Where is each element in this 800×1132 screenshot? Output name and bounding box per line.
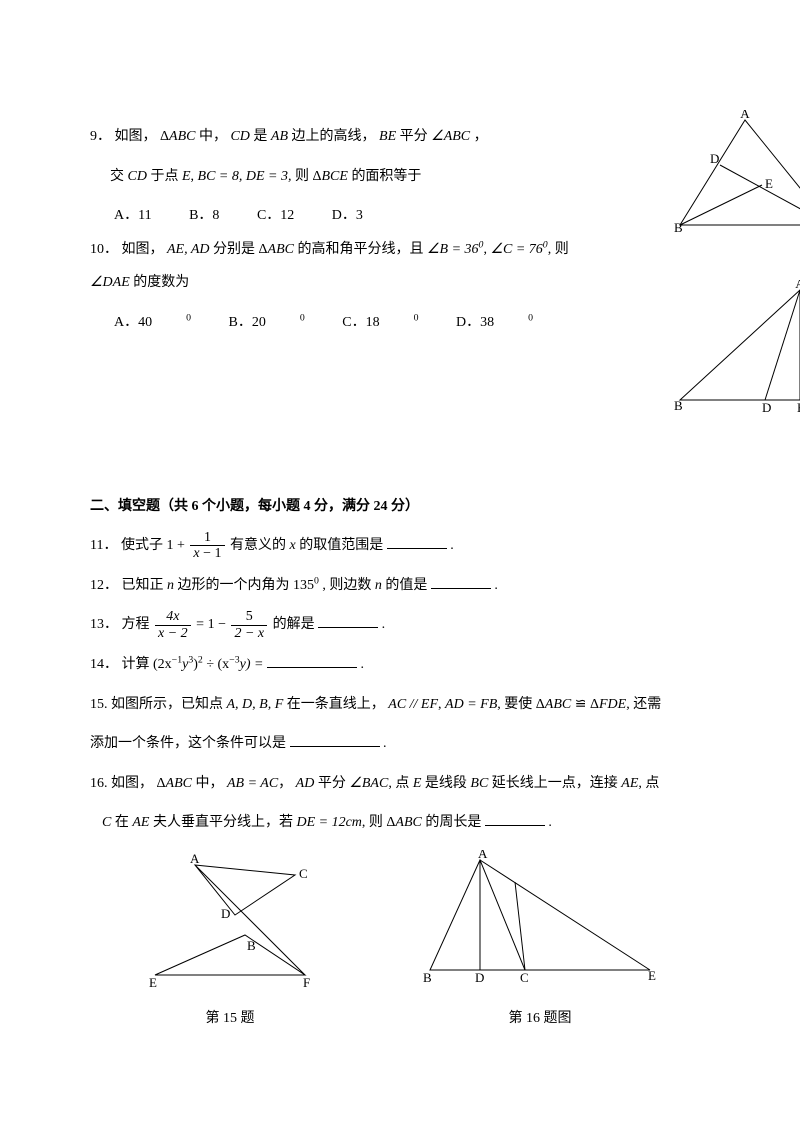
question-14: 14． 计算 (2x−1y3)2 ÷ (x−3y) = . [90, 648, 710, 682]
svg-text:D: D [762, 400, 771, 415]
question-9: 9． 如图， ΔABC 中， CD 是 AB 边上的高线， BE 平分 ∠ABC… [90, 120, 710, 154]
q9-choice-d: D．3 [332, 208, 363, 223]
q11-fraction: 1 x − 1 [190, 530, 224, 562]
svg-text:A: A [740, 110, 750, 121]
question-10: 10． 如图， AE, AD 分别是 ΔABC 的高和角平分线，且 ∠B = 3… [90, 233, 610, 300]
svg-text:E: E [765, 176, 773, 191]
svg-text:D: D [710, 151, 719, 166]
caption-q15: 第 15 题 [135, 1002, 325, 1036]
q11-blank [387, 534, 447, 549]
svg-text:B: B [674, 398, 683, 413]
svg-text:A: A [190, 851, 200, 866]
q9-choices: A．11 B．8 C．12 D．3 [114, 199, 710, 233]
svg-text:E: E [648, 968, 656, 983]
q10-choice-d: D．380 [456, 315, 533, 330]
figure-row: A C D B E F 第 15 题 A B D C E 第 1 [90, 850, 710, 1035]
q15-blank [290, 732, 380, 747]
q9-choice-c: C．12 [257, 208, 294, 223]
question-16-line2: C 在 AE 夫人垂直平分线上，若 DE = 12cm, 则 ΔABC 的周长是… [102, 806, 710, 840]
caption-q16: 第 16 题图 [415, 1002, 665, 1036]
q9-choice-a: A．11 [114, 208, 152, 223]
figure-q15: A C D B E F 第 15 题 [135, 850, 325, 1035]
svg-text:C: C [520, 970, 529, 985]
svg-text:D: D [221, 906, 230, 921]
svg-text:A: A [795, 280, 800, 291]
q14-blank [267, 653, 357, 668]
svg-text:E: E [149, 975, 157, 990]
q10-choice-a: A．400 [114, 315, 191, 330]
q10-choice-c: C．180 [342, 315, 418, 330]
q10-num: 10． [90, 242, 118, 257]
question-11: 11． 使式子 1 + 1 x − 1 有意义的 x 的取值范围是 . [90, 529, 710, 563]
svg-text:B: B [423, 970, 432, 985]
question-9-line2: 交 CD 于点 E, BC = 8, DE = 3, 则 ΔBCE 的面积等于 [110, 160, 710, 194]
section-2-title: 二、填空题（共 6 个小题，每小题 4 分，满分 24 分） [90, 490, 710, 524]
q12-blank [431, 574, 491, 589]
q13-blank [318, 613, 378, 628]
q10-choice-b: B．200 [229, 315, 305, 330]
figure-q10: A B C D E [670, 280, 800, 434]
question-12: 12． 已知正 n 边形的一个内角为 1350 , 则边数 n 的值是 . [90, 569, 710, 603]
q10-choices: A．400 B．200 C．180 D．380 [114, 306, 710, 340]
question-13: 13． 方程 4x x − 2 = 1 − 5 2 − x 的解是 . [90, 608, 710, 642]
question-15-line2: 添加一个条件，这个条件可以是 . [90, 727, 710, 761]
svg-text:F: F [303, 975, 310, 990]
svg-text:C: C [299, 866, 308, 881]
svg-text:D: D [475, 970, 484, 985]
figure-q16: A B D C E 第 16 题图 [415, 850, 665, 1035]
svg-text:A: A [478, 850, 488, 861]
question-15: 15. 如图所示，已知点 A, D, B, F 在一条直线上， AC // EF… [90, 688, 710, 722]
q9-choice-b: B．8 [189, 208, 219, 223]
q13-frac2: 5 2 − x [231, 609, 267, 641]
q13-frac1: 4x x − 2 [155, 609, 191, 641]
q9-num: 9． [90, 129, 111, 144]
question-16: 16. 如图， ΔABC 中， AB = AC， AD 平分 ∠BAC, 点 E… [90, 767, 710, 801]
svg-text:B: B [247, 938, 256, 953]
svg-text:B: B [674, 220, 683, 235]
q16-blank [485, 811, 545, 826]
figure-q9: A B C D E [670, 110, 800, 254]
